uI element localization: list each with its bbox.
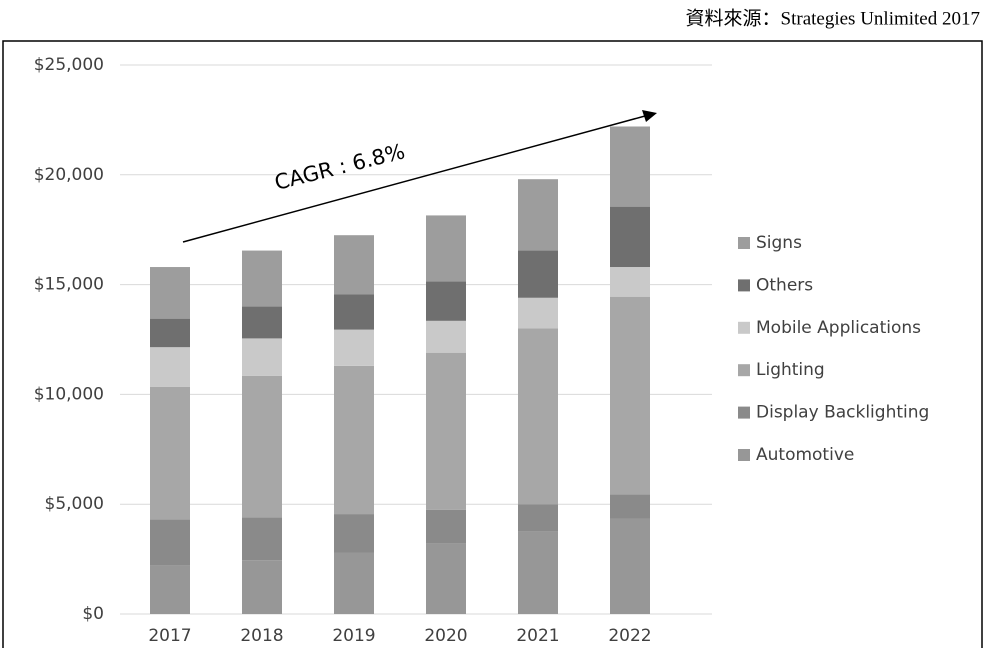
bar-segment bbox=[426, 352, 466, 510]
x-tick-label: 2018 bbox=[240, 626, 283, 646]
bar-segment bbox=[610, 267, 650, 297]
y-tick-label: $15,000 bbox=[34, 275, 104, 295]
legend-swatch bbox=[738, 321, 750, 334]
bar-segment bbox=[610, 126, 650, 207]
bar-segment bbox=[426, 281, 466, 321]
legend-label: Signs bbox=[756, 233, 802, 253]
bar-segment bbox=[426, 509, 466, 544]
bar-segment bbox=[242, 306, 282, 339]
y-tick-label: $10,000 bbox=[34, 384, 104, 404]
bar-segment bbox=[150, 519, 190, 566]
bar-segment bbox=[334, 235, 374, 295]
bar-segment bbox=[334, 514, 374, 553]
chart-border bbox=[2, 40, 983, 648]
legend-swatch bbox=[738, 237, 750, 249]
y-tick-label: $25,000 bbox=[34, 55, 104, 75]
bar-segment bbox=[242, 517, 282, 561]
bar-segment bbox=[150, 347, 190, 387]
bar-segment bbox=[518, 250, 558, 298]
trend-arrow bbox=[182, 115, 646, 243]
legend-label: Display Backlighting bbox=[756, 403, 929, 423]
bar-segment bbox=[426, 215, 466, 282]
bar-segment bbox=[242, 560, 282, 614]
legend-swatch bbox=[738, 279, 750, 292]
legend-label: Others bbox=[756, 275, 813, 295]
x-tick-label: 2022 bbox=[608, 626, 651, 646]
bar-segment bbox=[150, 267, 190, 319]
y-tick-label: $5,000 bbox=[45, 494, 104, 514]
bar-segment bbox=[150, 565, 190, 614]
x-tick-label: 2021 bbox=[516, 626, 559, 646]
x-tick-label: 2020 bbox=[424, 626, 467, 646]
legend-label: Mobile Applications bbox=[756, 318, 921, 338]
bar-segment bbox=[334, 365, 374, 515]
legend-label: Automotive bbox=[756, 445, 854, 465]
bar-segment bbox=[610, 206, 650, 268]
bar-segment bbox=[518, 328, 558, 505]
bar-segment bbox=[610, 518, 650, 614]
bar-segment bbox=[610, 494, 650, 519]
legend-swatch bbox=[738, 406, 750, 419]
legend-label: Lighting bbox=[756, 360, 825, 380]
bar-segment bbox=[334, 552, 374, 614]
bar-segment bbox=[242, 250, 282, 307]
bar-segment bbox=[426, 320, 466, 353]
bar-segment bbox=[426, 543, 466, 614]
bar-segment bbox=[518, 504, 558, 532]
x-tick-label: 2017 bbox=[148, 626, 191, 646]
source-note: 資料來源：Strategies Unlimited 2017 bbox=[686, 7, 980, 29]
legend-swatch bbox=[738, 364, 750, 377]
bar-segment bbox=[334, 329, 374, 366]
arrow-head bbox=[642, 110, 657, 122]
y-tick-label: $20,000 bbox=[34, 165, 104, 185]
x-tick-label: 2019 bbox=[332, 626, 375, 646]
bar-segment bbox=[150, 318, 190, 348]
legend-swatch bbox=[738, 449, 750, 461]
bar-segment bbox=[242, 375, 282, 518]
bar-segment bbox=[518, 531, 558, 614]
bar-segment bbox=[334, 294, 374, 330]
bar-segment bbox=[150, 386, 190, 520]
y-tick-label: $0 bbox=[82, 604, 104, 624]
bar-segment bbox=[242, 338, 282, 376]
bar-segment bbox=[610, 296, 650, 495]
bar-segment bbox=[518, 179, 558, 251]
bar-segment bbox=[518, 297, 558, 329]
